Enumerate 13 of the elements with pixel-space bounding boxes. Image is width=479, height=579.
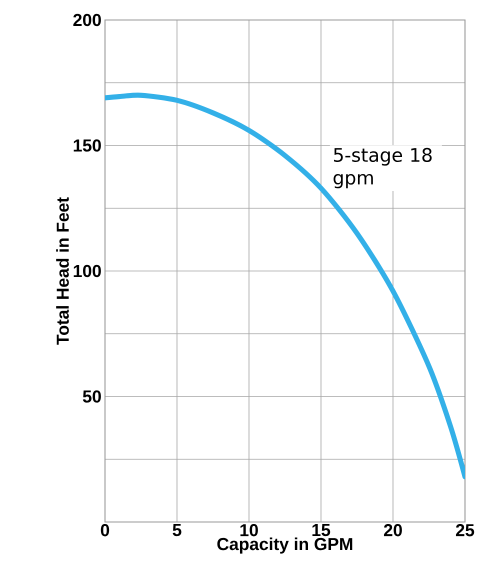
y-tick-label: 100 (74, 264, 101, 278)
y-tick-label: 200 (73, 14, 101, 26)
y-tick-label: 50 (82, 390, 101, 403)
x-tick-label: 0 (100, 524, 110, 536)
series-label: 5-stage 18 gpm (334, 148, 432, 188)
x-tick-label: 10 (240, 524, 258, 536)
y-tick-label: 150 (74, 139, 101, 152)
x-tick-label: 5 (172, 524, 182, 536)
x-tick-label: 20 (384, 524, 402, 536)
x-tick-label: 25 (456, 524, 474, 536)
x-axis-title: Capacity in GPM (217, 537, 352, 554)
x-tick-label: 15 (312, 524, 330, 536)
y-axis-title: Total Head in Feet (56, 197, 69, 345)
